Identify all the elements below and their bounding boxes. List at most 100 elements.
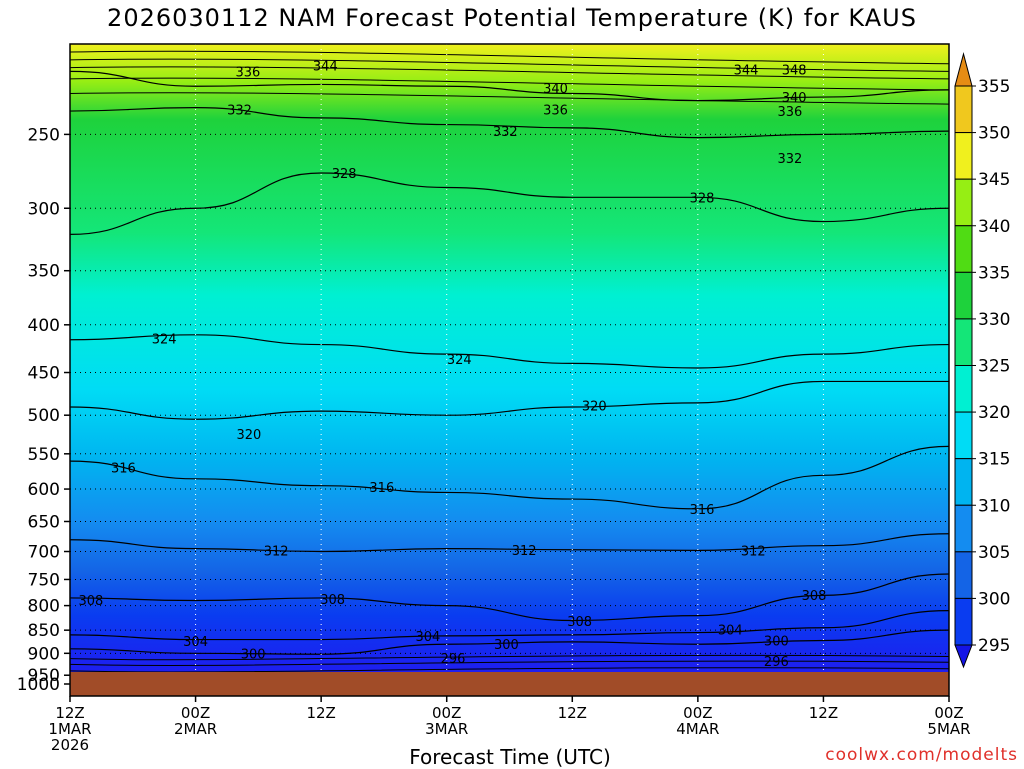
y-tick-label-450: 450 — [28, 364, 60, 384]
contour-label-5: 340 — [782, 91, 807, 106]
contour-label-25: 308 — [567, 615, 592, 630]
colorbar-box-5 — [954, 318, 973, 366]
y-tick-label-1000: 1000 — [17, 675, 60, 695]
colorbar-label-355: 355 — [978, 77, 1010, 97]
x-tick-label-5-1: 4MAR — [676, 720, 719, 738]
colorbar-box-1 — [954, 132, 973, 180]
y-tick-label-800: 800 — [28, 597, 60, 617]
contour-label-9: 332 — [493, 125, 518, 140]
x-tick-label-5-0: 00Z — [683, 704, 712, 722]
contour-label-3: 336 — [235, 65, 260, 80]
y-tick-label-900: 900 — [28, 644, 60, 664]
contour-label-16: 320 — [237, 428, 262, 443]
y-tick-label-700: 700 — [28, 543, 60, 563]
x-axis-title: Forecast Time (UTC) — [409, 745, 611, 769]
x-tick-label-7-0: 00Z — [934, 704, 963, 722]
colorbar-box-0 — [954, 85, 973, 134]
x-tick-label-0-0: 12Z — [55, 704, 84, 722]
contour-label-13: 324 — [152, 333, 177, 348]
colorbar-label-350: 350 — [978, 124, 1010, 144]
y-tick-label-300: 300 — [28, 199, 60, 219]
colorbar-label-340: 340 — [978, 217, 1010, 237]
isentrope-320 — [70, 380, 949, 420]
ground-band — [70, 672, 949, 696]
isentrope-312 — [70, 533, 949, 553]
contour-label-30: 300 — [241, 647, 266, 662]
y-tick-label-250: 250 — [28, 125, 60, 145]
isentrope-324 — [70, 334, 949, 369]
colorbar-label-315: 315 — [978, 450, 1010, 470]
colorbar-box-9 — [954, 504, 973, 553]
contour-label-1: 344 — [734, 64, 759, 79]
lower-isentrope-1 — [70, 660, 949, 666]
upper-isentrope-1 — [70, 58, 949, 72]
colorbar-label-300: 300 — [978, 589, 1010, 609]
contour-label-15: 320 — [582, 399, 607, 414]
contour-label-19: 316 — [690, 503, 715, 518]
colorbar-box-2 — [954, 178, 973, 227]
colorbar-box-11 — [954, 597, 973, 646]
contour-label-34: 296 — [764, 655, 789, 670]
isentrope-336 — [70, 70, 949, 102]
colorbar-label-310: 310 — [978, 496, 1010, 516]
upper-isentrope-3 — [70, 77, 949, 91]
isentrope-304 — [70, 610, 949, 641]
x-tick-label-0-2: 2026 — [51, 736, 89, 754]
contour-label-8: 332 — [227, 103, 252, 118]
colorbar-label-295: 295 — [978, 636, 1010, 656]
contour-label-20: 312 — [264, 544, 289, 559]
x-tick-label-1-1: 2MAR — [174, 720, 217, 738]
lower-isentrope-2 — [70, 667, 949, 673]
contour-label-26: 308 — [802, 589, 827, 604]
lower-isentrope-0 — [70, 654, 949, 661]
field-background — [70, 44, 949, 672]
y-tick-label-850: 850 — [28, 621, 60, 641]
colorbar-bottom-arrow — [954, 644, 973, 669]
upper-isentrope-4 — [70, 92, 949, 105]
colorbar-label-320: 320 — [978, 403, 1010, 423]
contour-label-7: 336 — [778, 105, 803, 120]
x-tick-label-1-0: 00Z — [181, 704, 210, 722]
y-tick-label-500: 500 — [28, 406, 60, 426]
isentrope-contours — [70, 50, 949, 675]
colorbar-label-330: 330 — [978, 310, 1010, 330]
upper-isentrope-0 — [70, 50, 949, 65]
contour-label-11: 328 — [332, 167, 357, 182]
credit-link[interactable]: coolwx.com/modelts — [825, 745, 1018, 765]
x-tick-label-0-1: 1MAR — [48, 720, 91, 738]
colorbar-label-325: 325 — [978, 357, 1010, 377]
contour-label-18: 316 — [369, 481, 394, 496]
colorbar-label-345: 345 — [978, 170, 1010, 190]
contour-label-33: 296 — [441, 652, 466, 667]
isentrope-300 — [70, 629, 949, 655]
contour-label-23: 308 — [79, 594, 104, 609]
y-tick-label-950: 950 — [28, 666, 60, 686]
x-tick-label-3-1: 3MAR — [425, 720, 468, 738]
isentrope-316 — [70, 445, 949, 510]
colorbar-box-6 — [954, 365, 973, 413]
contour-label-27: 304 — [183, 635, 208, 650]
colorbar: 355 350 345 340 335 330 325 320 315 310 305 300 295 — [954, 52, 1010, 669]
x-tick-label-2-0: 12Z — [306, 704, 335, 722]
y-tick-label-650: 650 — [28, 512, 60, 532]
contour-label-12: 328 — [690, 191, 715, 206]
contour-label-21: 312 — [512, 544, 537, 559]
chart-title: 2026030112 NAM Forecast Potential Temper… — [107, 4, 917, 32]
y-tick-label-350: 350 — [28, 262, 60, 282]
contour-label-4: 340 — [543, 82, 568, 97]
colorbar-box-4 — [954, 271, 973, 320]
x-tick-label-6-0: 12Z — [809, 704, 838, 722]
colorbar-box-7 — [954, 411, 973, 460]
theta-field — [70, 44, 949, 672]
y-tick-label-550: 550 — [28, 445, 60, 465]
colorbar-box-8 — [954, 458, 973, 506]
contour-label-31: 300 — [494, 638, 519, 653]
y-tick-label-400: 400 — [28, 316, 60, 336]
contour-label-10: 332 — [778, 152, 803, 167]
contour-label-29: 304 — [718, 624, 743, 639]
contour-label-6: 336 — [543, 103, 568, 118]
contour-label-32: 300 — [764, 635, 789, 650]
